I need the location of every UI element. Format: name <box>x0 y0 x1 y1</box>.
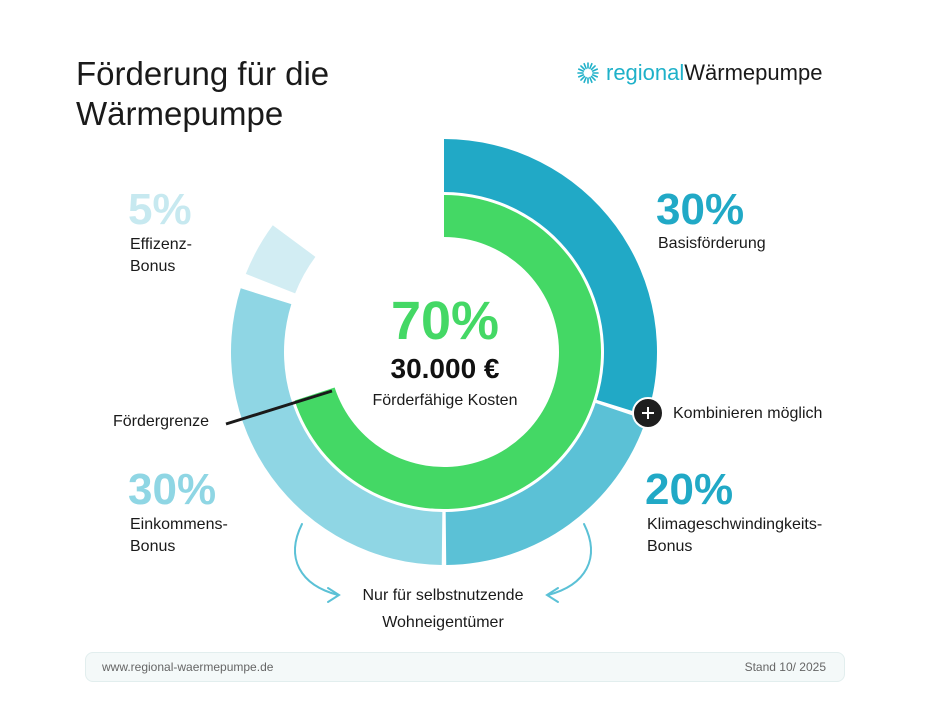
klima-segment <box>445 403 646 565</box>
center-amount: 30.000 € <box>390 353 500 384</box>
effizienz-label-2: Bonus <box>130 258 176 275</box>
effizienz-percent: 5% <box>128 185 192 234</box>
footer-url[interactable]: www.regional-waermepumpe.de <box>102 660 274 674</box>
curved-arrow-right-icon <box>545 523 592 603</box>
footer-bar: www.regional-waermepumpe.de Stand 10/ 20… <box>85 652 845 682</box>
page-title: Förderung für die Wärmepumpe <box>76 54 436 134</box>
logo-text-regional: regional <box>606 60 685 85</box>
note-line-1: Nur für selbstnutzende <box>362 587 524 604</box>
note-line-2: Wohneigentümer <box>382 614 504 631</box>
klima-label-2: Bonus <box>647 538 693 555</box>
center-percent: 70% <box>390 291 500 351</box>
effizienz-label-1: Effizenz- <box>130 236 192 253</box>
title-line-1: Förderung für die <box>76 55 330 92</box>
effizienz-segment <box>245 225 316 294</box>
einkommen-label-2: Bonus <box>130 538 176 555</box>
klima-percent: 20% <box>645 465 734 514</box>
foerdergrenze-line <box>225 389 333 426</box>
basis-segment <box>444 139 657 416</box>
einkommen-segment <box>230 288 443 565</box>
basis-label: Basisförderung <box>658 235 766 252</box>
center-caption: Förderfähige Kosten <box>372 392 518 409</box>
sun-rays-icon <box>577 62 599 84</box>
footer-stand: Stand 10/ 2025 <box>744 660 826 674</box>
curved-arrow-left-icon <box>294 523 341 603</box>
einkommen-percent: 30% <box>128 465 217 514</box>
plus-icon <box>632 397 664 429</box>
einkommen-label-1: Einkommens- <box>130 516 228 533</box>
klima-label-1: Klimageschwindingkeits- <box>647 516 823 533</box>
basis-percent: 30% <box>656 185 745 234</box>
foerdergrenze-label: Fördergrenze <box>113 413 210 430</box>
title-line-2: Wärmepumpe <box>76 95 284 132</box>
kombinieren-label: Kombinieren möglich <box>673 405 823 422</box>
logo: regionalWärmepumpe <box>576 58 822 88</box>
logo-text-waermepumpe: Wärmepumpe <box>684 60 823 85</box>
